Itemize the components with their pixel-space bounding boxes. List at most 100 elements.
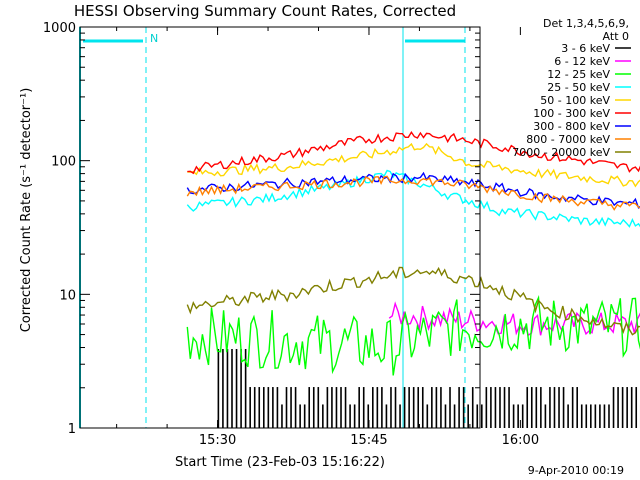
series-3-6kev-bar xyxy=(290,387,292,428)
top-bar-label: N xyxy=(150,32,158,45)
series-3-6kev-bar xyxy=(222,348,224,428)
legend-header-2: Att 0 xyxy=(603,30,629,43)
series-3-6kev-bar xyxy=(353,404,356,428)
series-3-6kev-bar xyxy=(626,387,628,428)
series-3-6kev-bar xyxy=(526,387,529,428)
y-tick-label: 10 xyxy=(59,288,76,303)
series-3-6kev-bar xyxy=(590,404,592,428)
series-3-6kev-bar xyxy=(471,387,474,428)
series-3-6kev-bar xyxy=(635,387,638,428)
x-axis-label: Start Time (23-Feb-03 15:16:22) xyxy=(175,455,385,470)
series-3-6kev-bar xyxy=(394,387,397,428)
series-3-6kev-bar xyxy=(376,387,379,428)
x-tick-label: 15:45 xyxy=(350,433,387,448)
series-line-7 xyxy=(186,175,640,211)
series-3-6kev-bar xyxy=(362,387,365,428)
legend-label: 6 - 12 keV xyxy=(554,55,610,68)
series-3-6kev-bar xyxy=(285,387,288,428)
series-3-6kev-bar xyxy=(344,387,347,428)
series-3-6kev-bar xyxy=(544,404,547,428)
series-3-6kev-bar xyxy=(503,387,506,428)
legend-label: 12 - 25 keV xyxy=(547,68,610,81)
series-3-6kev-bar xyxy=(381,387,383,428)
footer-date: 9-Apr-2010 00:19 xyxy=(528,464,624,477)
series-3-6kev-bar xyxy=(299,404,301,428)
series-3-6kev-bar xyxy=(521,404,524,428)
series-3-6kev-bar xyxy=(417,387,420,428)
legend-header-1: Det 1,3,4,5,6,9, xyxy=(543,17,629,30)
legend-label: 300 - 800 keV xyxy=(533,120,610,133)
series-3-6kev-bar xyxy=(499,387,501,428)
chart-title: HESSI Observing Summary Count Rates, Cor… xyxy=(74,2,456,20)
series-3-6kev-bar xyxy=(262,387,265,428)
y-tick-label: 100 xyxy=(51,155,76,170)
legend-label: 3 - 6 keV xyxy=(561,42,610,55)
series-3-6kev-bar xyxy=(599,404,601,428)
series-3-6kev-bar xyxy=(467,404,469,428)
series-3-6kev-bar xyxy=(281,404,283,428)
series-3-6kev-bar xyxy=(403,387,406,428)
series-3-6kev-bar xyxy=(617,387,619,428)
series-line-4 xyxy=(187,142,640,188)
y-tick-label: 1000 xyxy=(43,21,76,36)
series-3-6kev-bar xyxy=(435,387,438,428)
series-3-6kev-bar xyxy=(453,404,456,428)
series-3-6kev-bar xyxy=(412,387,415,428)
series-3-6kev-bar xyxy=(571,387,574,428)
series-3-6kev-bar xyxy=(385,404,388,428)
series-line-1 xyxy=(388,301,640,337)
series-3-6kev-bar xyxy=(553,387,556,428)
series-line-2 xyxy=(186,295,640,376)
series-3-6kev-bar xyxy=(517,404,519,428)
series-3-6kev-bar xyxy=(294,387,297,428)
series-3-6kev-bar xyxy=(494,387,497,428)
legend-label: 800 - 7000 keV xyxy=(526,133,610,146)
x-tick-label: 15:30 xyxy=(199,433,236,448)
series-3-6kev-bar xyxy=(217,348,220,428)
series-3-6kev-bar xyxy=(340,387,342,428)
series-3-6kev-bar xyxy=(426,404,429,428)
legend-label: 7000 - 20000 keV xyxy=(512,146,610,159)
series-3-6kev-bar xyxy=(244,348,247,428)
series-3-6kev-bar xyxy=(603,404,606,428)
series-line-3 xyxy=(186,169,640,228)
series-3-6kev-bar xyxy=(440,387,442,428)
series-3-6kev-bar xyxy=(276,387,279,428)
series-3-6kev-bar xyxy=(535,387,538,428)
series-3-6kev-bar xyxy=(421,387,424,428)
legend-label: 25 - 50 keV xyxy=(547,81,610,94)
series-3-6kev-bar xyxy=(312,387,315,428)
series-3-6kev-bar xyxy=(585,404,588,428)
y-tick-label: 1 xyxy=(68,422,76,437)
series-3-6kev-bar xyxy=(540,387,542,428)
series-3-6kev-bar xyxy=(331,387,333,428)
y-axis-label: Corrected Count Rate (s⁻¹ detector⁻¹) xyxy=(19,88,34,333)
series-3-6kev-bar xyxy=(267,387,270,428)
series-3-6kev-bar xyxy=(317,387,320,428)
series-3-6kev-bar xyxy=(476,404,479,428)
series-3-6kev-bar xyxy=(558,387,560,428)
series-3-6kev-bar xyxy=(462,387,465,428)
series-3-6kev-bar xyxy=(512,404,515,428)
series-3-6kev-bar xyxy=(272,387,274,428)
series-line-5 xyxy=(187,131,640,175)
series-3-6kev-bar xyxy=(367,404,370,428)
series-3-6kev-bar xyxy=(349,404,351,428)
series-3-6kev-bar xyxy=(249,387,251,428)
series-3-6kev-bar xyxy=(231,348,233,428)
series-3-6kev-bar xyxy=(372,387,374,428)
plot-frame xyxy=(79,26,481,429)
series-3-6kev-bar xyxy=(303,404,306,428)
series-3-6kev-bar xyxy=(608,404,610,428)
series-3-6kev-bar xyxy=(530,387,533,428)
series-3-6kev-bar xyxy=(490,387,492,428)
series-3-6kev-bar xyxy=(326,387,329,428)
series-3-6kev-bar xyxy=(580,404,583,428)
series-3-6kev-bar xyxy=(576,387,578,428)
series-3-6kev-bar xyxy=(226,348,229,428)
series-3-6kev-bar xyxy=(567,404,569,428)
series-3-6kev-bar xyxy=(431,387,433,428)
x-tick-label: 16:00 xyxy=(502,433,539,448)
series-3-6kev-bar xyxy=(630,387,633,428)
